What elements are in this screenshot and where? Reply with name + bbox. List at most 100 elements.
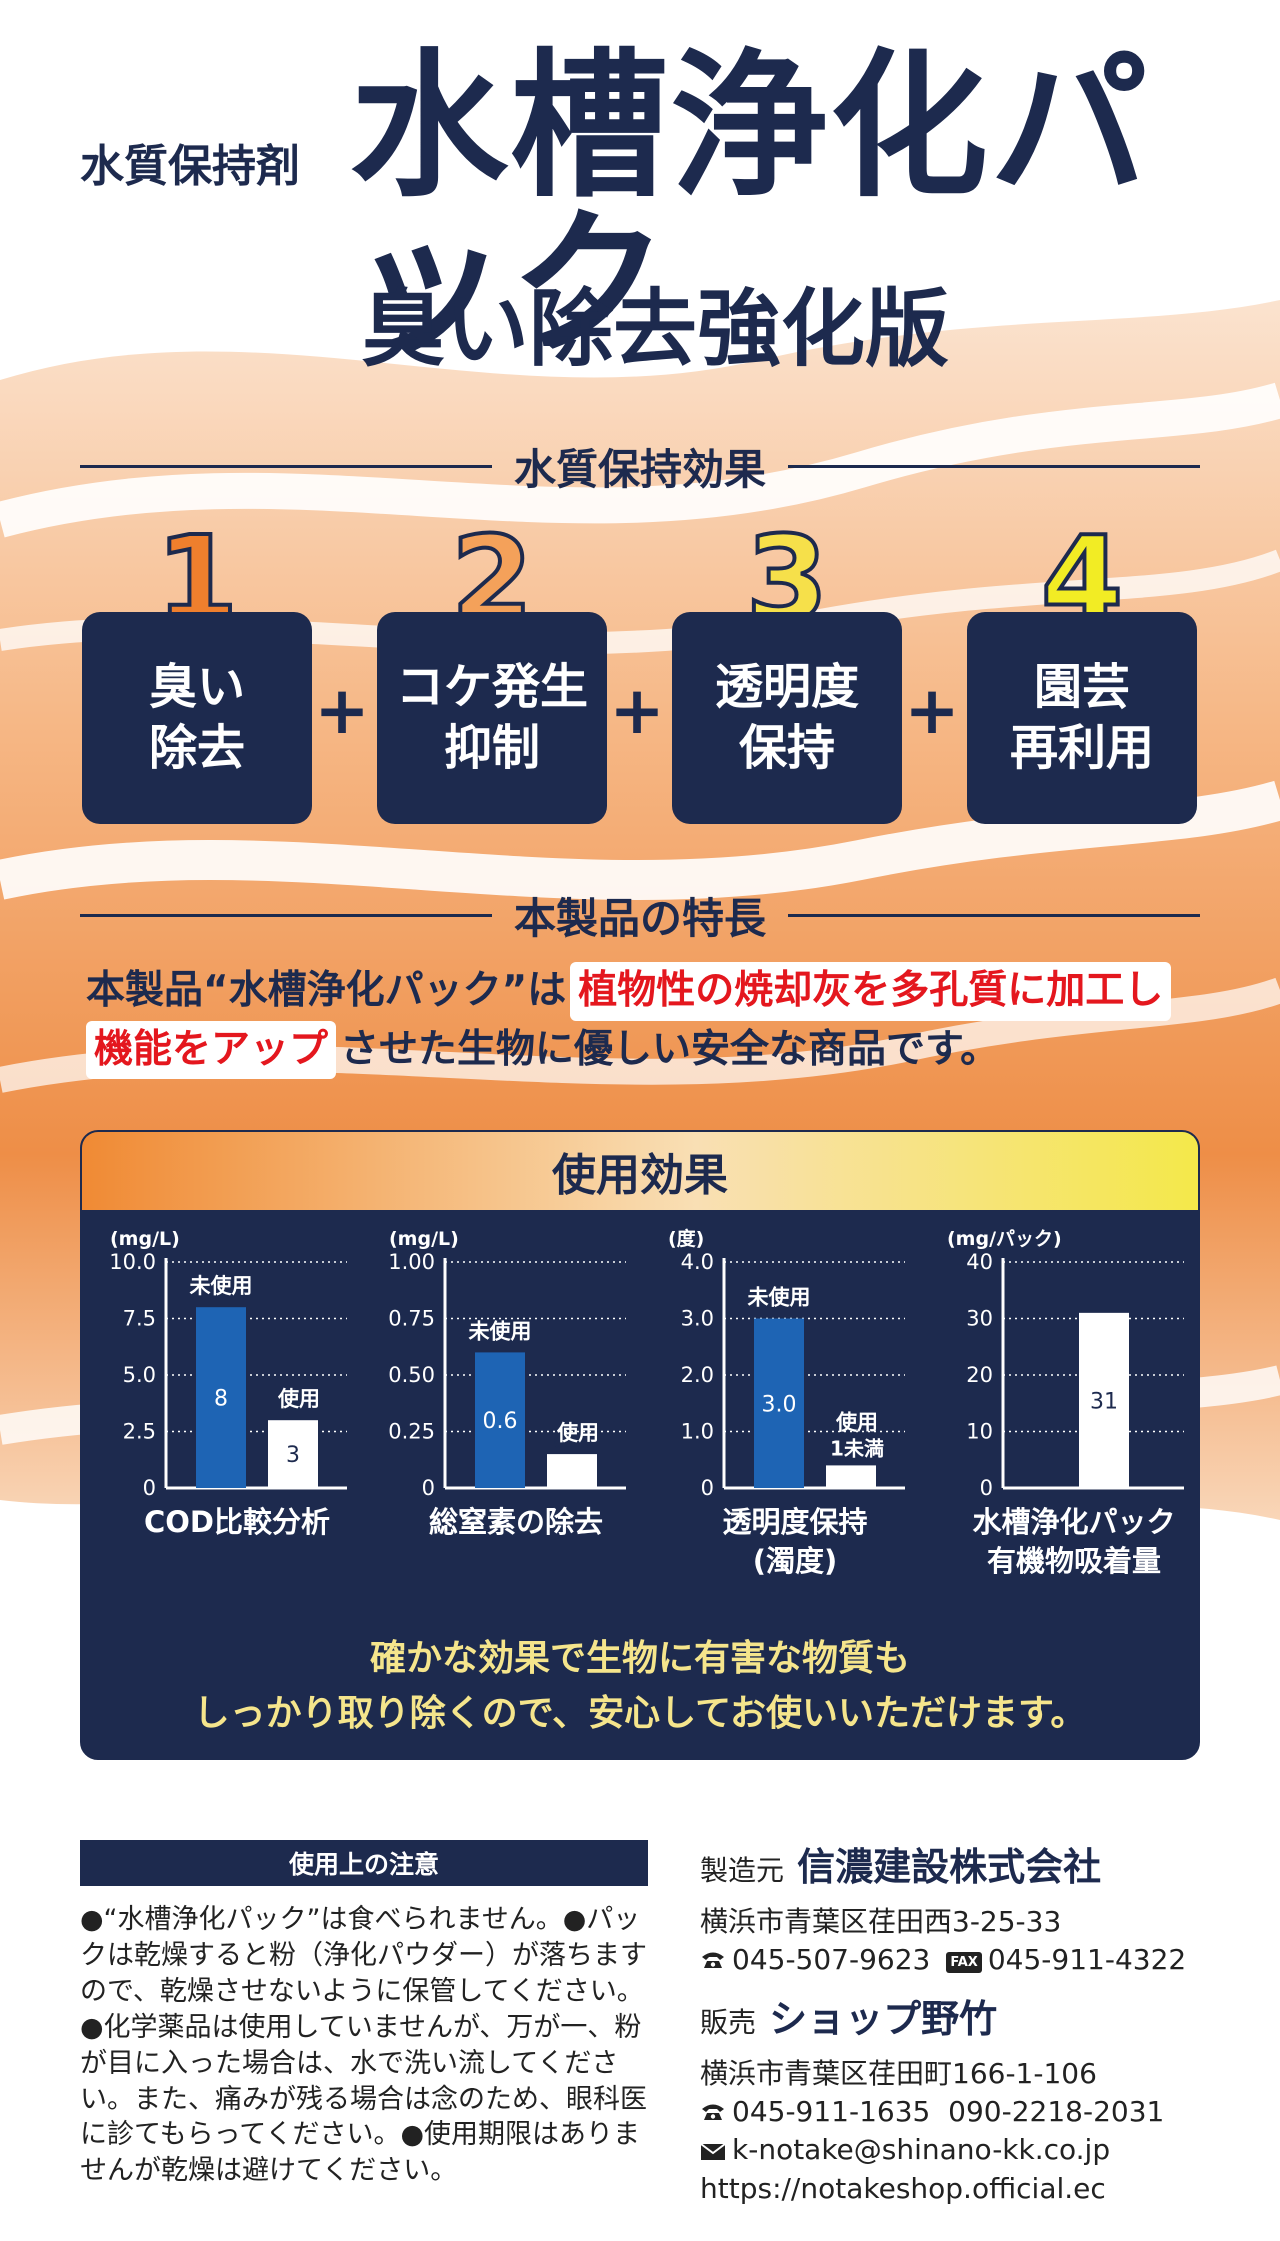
chart-tick-label: 7.5 (123, 1307, 156, 1331)
chart-tick-label: 30 (966, 1307, 993, 1331)
chart-tick-label: 0 (422, 1476, 435, 1500)
chart-category-label: 未使用 (469, 1319, 532, 1343)
chart-tick-label: 10 (966, 1420, 993, 1444)
features-text-2: させた生物に優しい安全な商品です。 (340, 1026, 1000, 1072)
product-edition: 臭い除去強化版 (360, 280, 949, 378)
chart-title-line-2: 有機物吸着量 (987, 1544, 1161, 1578)
features-heading-label: 本製品の特長 (514, 893, 767, 943)
chart-bar (475, 1352, 525, 1488)
manufacturer-tel: 045-507-9623 (732, 1942, 931, 1976)
chart-category-label: 未使用 (190, 1274, 253, 1298)
chart-tick-label: 0.75 (388, 1307, 435, 1331)
chart-tick-label: 0.50 (388, 1363, 435, 1387)
usage-panel-message: 確かな効果で生物に有害な物質も しっかり取り除くので、安心してお使いいただけます… (82, 1632, 1198, 1741)
plus-sign: + (904, 672, 960, 749)
seller-address: 横浜市青葉区荏田町166-1-106 (700, 2057, 1097, 2090)
seller-role: 販売 (700, 2006, 757, 2039)
chart-data-label: 3.0 (762, 1392, 797, 1417)
chart-tick-label: 0.25 (388, 1420, 435, 1444)
features-description: 本製品“水槽浄化パック”は 植物性の焼却灰を多孔質に加工し 機能をアップ させた生物… (86, 962, 1216, 1079)
heading-rule-right (788, 464, 1201, 468)
chart-title: COD比較分析 (144, 1505, 330, 1539)
seller-mobile: 090-2218-2031 (948, 2094, 1165, 2128)
seller-tel: 045-911-1635 (732, 2094, 931, 2128)
chart-category-label: 使用 (835, 1410, 878, 1434)
manufacturer-address: 横浜市青葉区荏田西3-25-33 (700, 1905, 1062, 1938)
plus-sign: + (609, 672, 665, 749)
chart-title: 透明度保持 (722, 1505, 867, 1539)
manufacturer-role: 製造元 (700, 1854, 785, 1887)
chart-tick-label: 3.0 (681, 1307, 714, 1331)
chart-unit-label: (mg/L) (110, 1228, 180, 1250)
chart-tick-label: 0 (143, 1476, 156, 1500)
chart-data-label: 0.15 (553, 1433, 591, 1453)
mail-icon (700, 2133, 726, 2171)
chart-tick-label: 5.0 (123, 1363, 156, 1387)
features-highlight-1: 植物性の焼却灰を多孔質に加工し (570, 962, 1172, 1021)
chart-bar (196, 1307, 246, 1488)
fax-icon: FAX (946, 1951, 982, 1973)
chart-title-line-2: (濁度) (753, 1544, 838, 1578)
phone-icon (700, 2094, 726, 2132)
chart-bar (754, 1318, 804, 1488)
chart-data-label: 8 (214, 1387, 228, 1412)
chart-title: 水槽浄化パック (972, 1505, 1175, 1539)
chart-bar (268, 1420, 318, 1488)
chart-tick-label: 1.00 (388, 1250, 435, 1274)
usage-effects-panel: 使用効果 (mg/L) 0 2.5 5.0 7.5 10.0 8 未使用 3 使用 COD比較分析(… (80, 1130, 1200, 1760)
seller-info: 販売 ショップ野竹 横浜市青葉区荏田町166-1-106 045-911-163… (700, 1988, 1220, 2208)
features-section-heading: 本製品の特長 (80, 885, 1201, 945)
features-highlight-2: 機能をアップ (86, 1020, 337, 1079)
effect-card-algae-control: コケ発生 抑制 (377, 612, 607, 824)
chart-data-label: 3 (286, 1443, 300, 1468)
plus-sign: + (314, 672, 370, 749)
seller-url[interactable]: https://notakeshop.official.ec (700, 2172, 1106, 2206)
product-category: 水質保持剤 (80, 141, 300, 192)
chart-data-label: 31 (1090, 1389, 1118, 1414)
chart-unit-label: (mg/パック) (947, 1228, 1062, 1250)
chart-title: 総窒素の除去 (429, 1505, 603, 1539)
chart-tick-label: 4.0 (681, 1250, 714, 1274)
product-title: 水槽浄化パック (350, 35, 1150, 377)
chart-bar (547, 1454, 597, 1488)
chart-unit-label: (mg/L) (389, 1228, 459, 1250)
phone-icon (700, 1942, 726, 1980)
effects-section-heading: 水質保持効果 (80, 436, 1201, 496)
chart-tick-label: 0 (980, 1476, 993, 1500)
effect-card-clarity: 透明度 保持 (672, 612, 902, 824)
notice-heading: 使用上の注意 (80, 1840, 648, 1886)
chart-tick-label: 10.0 (109, 1250, 156, 1274)
chart-unit-label: (度) (668, 1227, 704, 1250)
chart-category-label: 使用 (556, 1421, 599, 1445)
features-text-1: 本製品“水槽浄化パック”は (86, 968, 567, 1013)
effect-card-garden-reuse: 園芸 再利用 (967, 612, 1197, 824)
chart-tick-label: 20 (966, 1363, 993, 1387)
chart-bar (1079, 1312, 1129, 1488)
chart-bar (826, 1465, 876, 1488)
chart-category-label: 使用 (277, 1387, 320, 1411)
chart-tick-label: 0 (701, 1476, 714, 1500)
heading-rule-left (80, 464, 492, 468)
chart-tick-label: 2.5 (123, 1420, 156, 1444)
manufacturer-fax: 045-911-4322 (987, 1942, 1187, 1976)
usage-panel-heading: 使用効果 (82, 1132, 1198, 1210)
heading-rule-right (788, 913, 1201, 917)
chart-category-label: 未使用 (748, 1286, 811, 1310)
effects-heading-label: 水質保持効果 (514, 444, 767, 494)
seller-name: ショップ野竹 (769, 1997, 998, 2041)
chart-data-label: 0.6 (483, 1409, 518, 1434)
manufacturer-name: 信濃建設株式会社 (797, 1845, 1102, 1889)
chart-tick-label: 40 (966, 1250, 993, 1274)
chart-tick-label: 2.0 (681, 1363, 714, 1387)
chart-tick-label: 1.0 (681, 1420, 714, 1444)
effect-card-odor-removal: 臭い 除去 (82, 612, 312, 824)
usage-message-line-1: 確かな効果で生物に有害な物質も (369, 1638, 910, 1679)
usage-charts: (mg/L) 0 2.5 5.0 7.5 10.0 8 未使用 3 使用 COD比較分析 (mg/L)… (109, 1227, 1184, 1578)
chart-category-note: 1未満 (830, 1436, 884, 1460)
usage-message-line-2: しっかり取り除くので、安心してお使いいただけます。 (193, 1692, 1087, 1734)
heading-rule-left (80, 913, 492, 917)
seller-email[interactable]: k-notake@shinano-kk.co.jp (732, 2133, 1111, 2167)
manufacturer-info: 製造元 信濃建設株式会社 横浜市青葉区荏田西3-25-33 045-507-96… (700, 1836, 1220, 1979)
notice-body: ●“水槽浄化パック”は食べられません。●パックは乾燥すると粉（浄化パウダー）が落… (80, 1904, 647, 2187)
